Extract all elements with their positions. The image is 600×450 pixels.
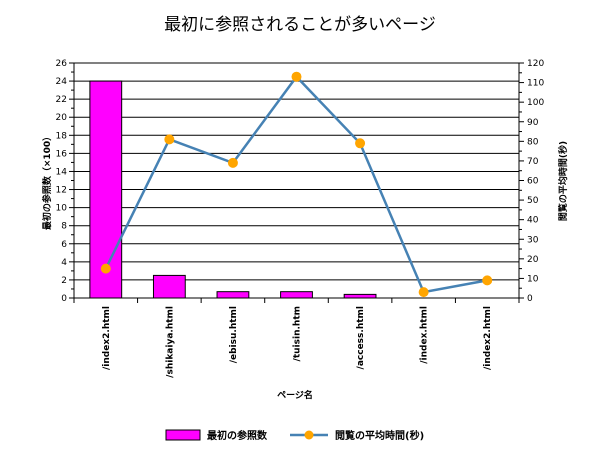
right-tick-label: 90 [527, 118, 539, 128]
left-tick-label: 14 [56, 167, 68, 177]
gridlines [74, 62, 519, 281]
left-tick-label: 18 [56, 131, 68, 141]
x-axis-label: ページ名 [277, 389, 313, 401]
left-tick-label: 12 [56, 186, 67, 196]
left-tick-label: 8 [61, 222, 67, 232]
legend-bar-swatch [165, 429, 201, 441]
bar-series [89, 80, 377, 299]
right-tick-label: 110 [527, 79, 544, 89]
x-tick-label: /tuisin.htm [293, 306, 303, 361]
bar [152, 274, 186, 299]
right-tick-label: 70 [527, 157, 539, 167]
left-tick-label: 0 [61, 294, 67, 304]
right-tick-label: 20 [527, 255, 539, 265]
x-tick-labels: /index2.html/shikaiya.html/ebisu.html/tu… [102, 306, 493, 378]
line-marker [164, 134, 175, 145]
legend: 最初の参照数 閲覧の平均時間(秒) [165, 429, 424, 442]
series-line [104, 74, 488, 294]
left-tick-label: 2 [61, 276, 67, 286]
legend-line-label: 閲覧の平均時間(秒) [335, 429, 424, 442]
x-tick-label: /index2.html [483, 306, 493, 370]
left-tick-label: 10 [56, 204, 68, 214]
x-tick-label: /ebisu.html [229, 306, 239, 363]
left-tick-label: 16 [56, 149, 68, 159]
line-marker [100, 263, 111, 274]
left-tick-label: 26 [56, 59, 68, 69]
x-tick-label: /index.html [420, 306, 430, 364]
x-tick-label: /access.html [356, 306, 366, 369]
left-tick-label: 6 [61, 240, 67, 250]
line-marker [418, 287, 429, 298]
line-marker [227, 157, 238, 168]
right-tick-label: 10 [527, 274, 539, 284]
right-tick-label: 80 [527, 137, 539, 147]
right-tick-label: 30 [527, 235, 539, 245]
axes: 0246810121416182022242601020304050607080… [56, 59, 545, 304]
right-tick-label: 120 [527, 59, 544, 69]
bar [343, 293, 377, 299]
right-axis-label: 閲覧の平均時間(秒) [557, 141, 569, 221]
bar [216, 291, 250, 299]
right-tick-label: 0 [527, 294, 533, 304]
left-tick-label: 20 [56, 113, 68, 123]
chart-title: 最初に参照されることが多いページ [164, 15, 436, 35]
x-tick-label: /shikaiya.html [165, 306, 175, 378]
line-marker [482, 275, 493, 286]
right-tick-label: 40 [527, 216, 539, 226]
line-series [100, 71, 493, 298]
x-tick-label: /index2.html [102, 306, 112, 370]
left-tick-label: 24 [56, 77, 68, 87]
legend-bar-label: 最初の参照数 [207, 429, 268, 442]
line-marker [355, 138, 366, 149]
left-tick-label: 22 [56, 95, 67, 105]
left-axis-label: 最初の参照数（×100） [41, 132, 53, 230]
line-marker [291, 71, 302, 82]
right-tick-label: 50 [527, 196, 539, 206]
bar [280, 291, 313, 299]
right-tick-label: 100 [527, 98, 544, 108]
bar [89, 80, 123, 299]
left-tick-label: 4 [61, 258, 67, 268]
legend-line-marker [304, 430, 314, 440]
right-tick-label: 60 [527, 177, 539, 187]
